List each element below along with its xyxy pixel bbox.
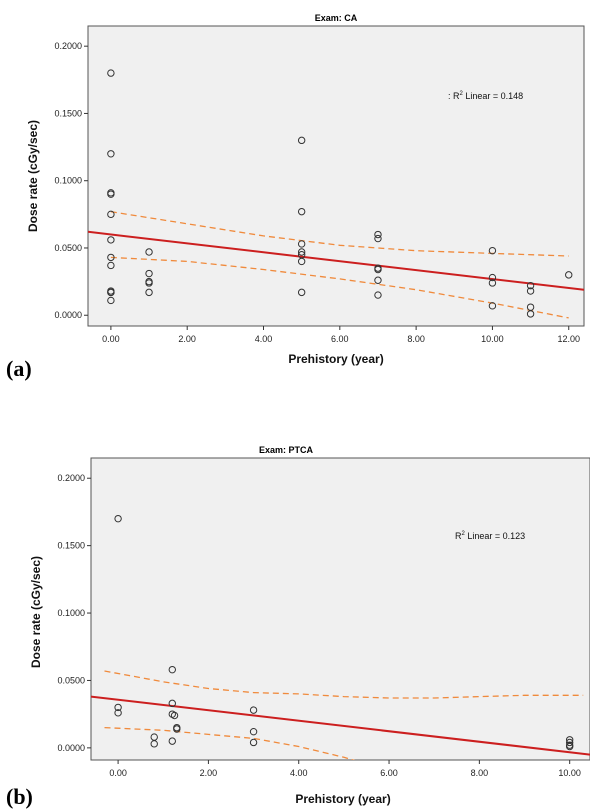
x-tick-label-a: 2.00 [178, 334, 196, 344]
data-point-a [565, 271, 573, 279]
data-point-a [526, 287, 535, 295]
data-point-a [297, 136, 306, 145]
linear-fit-line-a [88, 230, 584, 291]
data-point-b [249, 738, 258, 747]
plot-area-a [87, 25, 585, 327]
data-point-a [107, 253, 115, 262]
x-axis-label-b: Prehistory (year) [295, 792, 390, 806]
r2-superscript-b: 2 [462, 531, 466, 537]
data-point-a [526, 281, 535, 290]
data-point-a [107, 296, 115, 305]
y-tick-label-a: 0.0000 [54, 310, 82, 320]
chart-title-a: Exam: CA [315, 13, 358, 23]
x-tick-label-b: 0.00 [109, 768, 127, 778]
data-point-a [297, 207, 306, 216]
data-point-a [488, 302, 497, 310]
panel-label-a: (a) [6, 356, 32, 381]
r2-prefix-a: : R [448, 91, 460, 101]
data-point-b [150, 740, 158, 748]
x-tick-label-b: 4.00 [290, 768, 308, 778]
data-point-b [114, 514, 122, 523]
data-point-a [374, 276, 382, 284]
panel-label-b: (b) [6, 784, 33, 809]
x-tick-label-a: 8.00 [407, 334, 425, 344]
y-tick-label-b: 0.0500 [57, 675, 85, 685]
x-tick-label-b: 8.00 [471, 768, 489, 778]
r2-value-a: Linear = 0.148 [463, 91, 523, 101]
y-axis-label-a: Dose rate (cGy/sec) [26, 120, 40, 232]
data-point-a [107, 288, 115, 297]
x-tick-label-b: 6.00 [380, 768, 398, 778]
x-tick-label-a: 6.00 [331, 334, 349, 344]
y-tick-label-b: 0.2000 [57, 473, 85, 483]
marks-group-b: 0.0000 0.0500 0.1000 0.1500 0.2000 0.00 2.00 4.… [57, 473, 590, 778]
x-tick-label-a: 4.00 [255, 334, 273, 344]
r2-annotation-b: R2 Linear = 0.123 [455, 531, 525, 541]
data-point-a [374, 234, 382, 243]
data-point-a [297, 288, 306, 297]
data-point-a [145, 279, 153, 287]
r2-superscript-a: 2 [460, 91, 464, 97]
r2-prefix-b: R [455, 531, 462, 541]
data-point-a [526, 310, 535, 318]
data-point-b [249, 727, 258, 736]
data-point-a [374, 230, 382, 239]
x-tick-label-b: 2.00 [200, 768, 218, 778]
x-tick-label-a: 0.00 [102, 334, 120, 344]
y-tick-label-a: 0.2000 [54, 41, 82, 51]
y-tick-label-b: 0.1000 [57, 608, 85, 618]
panel-b: Exam: PTCA Prehistory (year) Dose rate (… [6, 445, 590, 809]
data-point-a [107, 236, 115, 244]
data-point-a [297, 240, 306, 248]
y-tick-label-a: 0.1000 [54, 176, 82, 186]
r2-value-b: Linear = 0.123 [465, 531, 525, 541]
panel-a: Exam: CA Prehistory (year) Dose rate (cG… [6, 13, 585, 381]
data-point-a [374, 265, 382, 274]
data-point-b [565, 738, 574, 747]
data-point-a [107, 210, 115, 219]
ci-upper-band-b [104, 670, 584, 699]
y-tick-label-a: 0.0500 [54, 243, 82, 253]
data-point-a [145, 288, 153, 297]
data-point-a [297, 248, 306, 256]
y-tick-label-b: 0.0000 [57, 743, 85, 753]
data-point-b [114, 703, 122, 712]
data-point-a [374, 291, 382, 299]
data-point-a [107, 261, 115, 270]
data-point-b [249, 706, 258, 714]
y-tick-label-a: 0.1500 [54, 108, 82, 118]
data-point-a [297, 250, 306, 259]
data-point-a [145, 269, 153, 278]
data-point-b [173, 725, 181, 733]
data-point-b [168, 699, 176, 708]
data-point-a [107, 150, 115, 158]
data-point-a [145, 248, 153, 256]
data-point-a [488, 246, 497, 255]
x-tick-label-b: 10.00 [558, 768, 581, 778]
x-axis-label-a: Prehistory (year) [288, 352, 383, 366]
ci-lower-band-b [104, 726, 356, 760]
y-tick-label-b: 0.1500 [57, 541, 85, 551]
x-tick-label-a: 12.00 [557, 334, 580, 344]
data-point-b [565, 742, 574, 751]
data-point-b [168, 737, 176, 745]
data-point-a [488, 279, 497, 287]
r2-annotation-a: : R2 Linear = 0.148 [448, 91, 523, 101]
marks-group-a: 0.0000 0.0500 0.1000 0.1500 0.2000 0.00 2.00 4.… [54, 41, 584, 344]
data-point-a [488, 273, 497, 282]
data-point-b [168, 665, 176, 674]
x-tick-label-a: 10.00 [481, 334, 504, 344]
plot-area-b [90, 457, 590, 761]
data-point-b [170, 711, 179, 720]
data-point-a [107, 190, 115, 198]
data-point-b [114, 709, 122, 717]
data-point-a [107, 69, 115, 77]
chart-title-b: Exam: PTCA [259, 445, 314, 455]
y-axis-label-b: Dose rate (cGy/sec) [29, 556, 43, 668]
